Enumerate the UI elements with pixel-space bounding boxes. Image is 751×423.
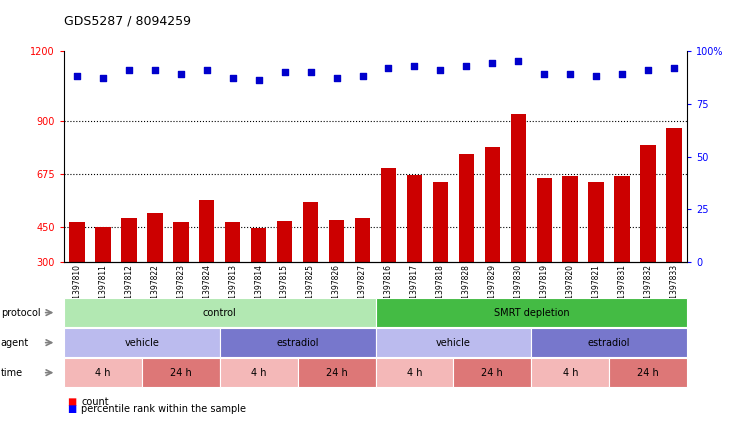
Bar	[407, 175, 422, 333]
Bar	[329, 220, 344, 333]
Point	[564, 71, 576, 77]
Text: vehicle: vehicle	[436, 338, 471, 348]
Text: 24 h: 24 h	[638, 368, 659, 378]
Bar	[614, 176, 630, 333]
Point	[487, 60, 499, 67]
Point	[330, 75, 342, 82]
Text: ■: ■	[68, 397, 77, 407]
Bar	[641, 145, 656, 333]
Point	[122, 66, 134, 73]
Point	[97, 75, 109, 82]
Bar	[484, 147, 500, 333]
Text: time: time	[1, 368, 23, 378]
Text: 4 h: 4 h	[251, 368, 267, 378]
Point	[305, 69, 317, 75]
Text: protocol: protocol	[1, 308, 41, 318]
Text: vehicle: vehicle	[125, 338, 159, 348]
Text: agent: agent	[1, 338, 29, 348]
Text: percentile rank within the sample: percentile rank within the sample	[81, 404, 246, 415]
Bar	[147, 213, 162, 333]
Bar	[666, 128, 682, 333]
Bar	[69, 222, 85, 333]
Bar	[459, 154, 474, 333]
Text: 4 h: 4 h	[407, 368, 422, 378]
Point	[382, 64, 394, 71]
Point	[201, 66, 213, 73]
Bar	[381, 168, 397, 333]
Bar	[95, 227, 110, 333]
Point	[149, 66, 161, 73]
Text: GDS5287 / 8094259: GDS5287 / 8094259	[64, 15, 191, 28]
Point	[668, 64, 680, 71]
Bar	[251, 228, 267, 333]
Bar	[536, 178, 552, 333]
Text: control: control	[203, 308, 237, 318]
Text: ■: ■	[68, 404, 77, 415]
Bar	[225, 222, 240, 333]
Text: 4 h: 4 h	[562, 368, 578, 378]
Bar	[511, 114, 526, 333]
Point	[279, 69, 291, 75]
Point	[175, 71, 187, 77]
Bar	[199, 200, 215, 333]
Text: estradiol: estradiol	[276, 338, 319, 348]
Text: 24 h: 24 h	[170, 368, 192, 378]
Text: 24 h: 24 h	[481, 368, 503, 378]
Bar	[433, 182, 448, 333]
Text: count: count	[81, 397, 109, 407]
Point	[590, 73, 602, 80]
Bar	[121, 217, 137, 333]
Point	[71, 73, 83, 80]
Text: 4 h: 4 h	[95, 368, 110, 378]
Point	[252, 77, 264, 84]
Point	[617, 71, 629, 77]
Text: SMRT depletion: SMRT depletion	[493, 308, 569, 318]
Text: 24 h: 24 h	[326, 368, 348, 378]
Point	[512, 58, 524, 65]
Bar	[354, 217, 370, 333]
Point	[227, 75, 239, 82]
Bar	[277, 221, 292, 333]
Point	[538, 71, 550, 77]
Point	[460, 62, 472, 69]
Point	[409, 62, 421, 69]
Bar	[562, 176, 578, 333]
Point	[642, 66, 654, 73]
Bar	[589, 182, 604, 333]
Point	[434, 66, 446, 73]
Point	[357, 73, 369, 80]
Bar	[303, 202, 318, 333]
Bar	[173, 222, 189, 333]
Text: estradiol: estradiol	[588, 338, 631, 348]
